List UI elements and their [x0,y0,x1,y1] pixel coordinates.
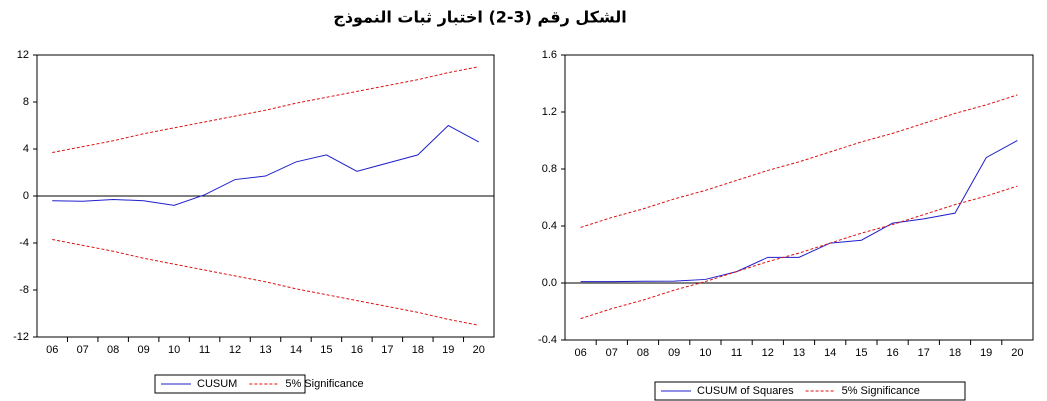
y-tick-label: -8 [19,284,29,296]
x-tick-label: 06 [574,347,586,359]
x-tick-label: 10 [699,347,711,359]
y-tick-label: -0.4 [538,334,557,346]
x-tick-label: 16 [351,344,363,356]
series-line [580,140,1018,283]
y-tick-label: 0.4 [542,220,557,232]
x-tick-label: 06 [46,344,58,356]
plot-frame [564,54,1034,341]
x-tick-label: 20 [473,344,485,356]
x-tick-label: 18 [412,344,424,356]
legend-label: CUSUM of Squares [697,385,794,397]
x-tick-label: 19 [980,347,992,359]
y-tick-label: 0.0 [542,277,557,289]
x-tick-label: 07 [77,344,89,356]
x-tick-label: 10 [168,344,180,356]
legend-label: CUSUM [197,378,237,390]
x-tick-label: 19 [442,344,454,356]
x-tick-label: 12 [229,344,241,356]
x-tick-label: 08 [637,347,649,359]
y-tick-label: 1.2 [542,106,557,118]
x-tick-label: 13 [259,344,271,356]
y-tick-label: 12 [17,49,29,61]
x-tick-label: 12 [762,347,774,359]
x-tick-label: 15 [320,344,332,356]
y-tick-label: 0.8 [542,163,557,175]
y-tick-label: 1.6 [542,49,557,61]
legend-label: 5% Significance [285,378,363,390]
series-line [580,185,1018,320]
x-tick-label: 09 [138,344,150,356]
legend-box [154,374,306,394]
series-line [52,66,479,154]
series-line [52,124,480,206]
x-tick-label: 17 [381,344,393,356]
x-tick-label: 08 [107,344,119,356]
series-line [580,94,1018,228]
x-tick-label: 17 [918,347,930,359]
figure-title: الشكل رقم (3-2) اختبار ثبات النموذج [333,8,626,27]
legend-label: 5% Significance [842,385,920,397]
x-tick-label: 07 [606,347,618,359]
y-tick-label: -4 [19,237,29,249]
x-tick-label: 15 [855,347,867,359]
x-tick-label: 11 [199,344,210,356]
x-tick-label: 18 [949,347,961,359]
x-tick-label: 09 [668,347,680,359]
x-tick-label: 13 [793,347,805,359]
y-tick-label: 4 [23,143,29,155]
legend-box [654,381,966,401]
series-line [52,238,479,326]
x-tick-label: 16 [886,347,898,359]
x-tick-label: 11 [731,347,742,359]
y-tick-label: 0 [23,190,29,202]
y-tick-label: 8 [23,96,29,108]
y-tick-label: -12 [13,331,29,343]
x-tick-label: 20 [1011,347,1023,359]
x-tick-label: 14 [290,344,302,356]
x-tick-label: 14 [824,347,836,359]
